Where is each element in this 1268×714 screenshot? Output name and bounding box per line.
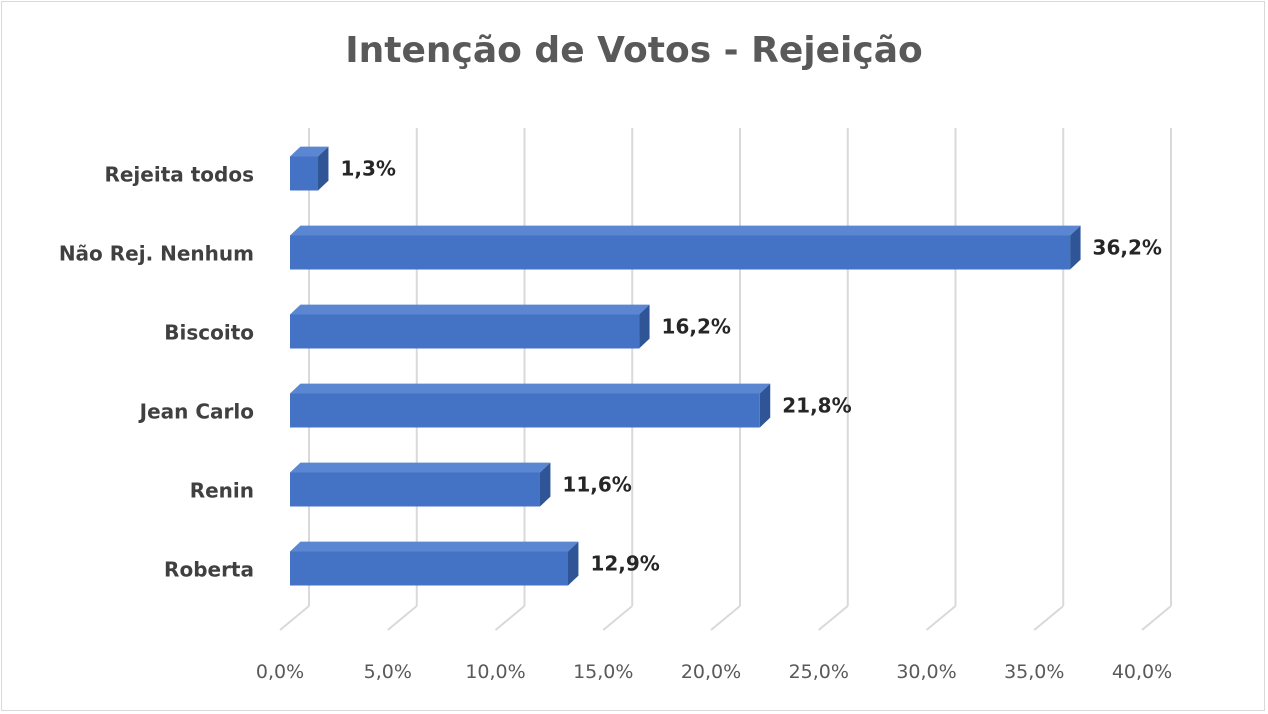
bar	[290, 472, 540, 507]
data-label: 21,8%	[782, 394, 851, 418]
x-tick-label: 20,0%	[681, 661, 741, 683]
data-label: 12,9%	[590, 552, 659, 576]
x-tick-label: 35,0%	[1004, 661, 1064, 683]
bar-top	[290, 462, 551, 473]
chart-title: Intenção de Votos - Rejeição	[345, 30, 923, 71]
category-label: Roberta	[164, 558, 254, 582]
bar-side	[539, 462, 551, 507]
x-tick-label: 15,0%	[573, 661, 633, 683]
bar	[290, 314, 640, 349]
data-label: 1,3%	[340, 157, 395, 181]
bar-side	[318, 146, 329, 191]
bar-top	[290, 541, 579, 552]
x-tick-label: 5,0%	[364, 661, 412, 683]
gridline-floor	[1033, 605, 1064, 631]
data-label: 11,6%	[562, 473, 631, 497]
gridline-floor	[387, 605, 418, 631]
x-tick-label: 0,0%	[256, 661, 304, 683]
bar	[290, 393, 760, 428]
gridline-floor	[818, 605, 849, 631]
category-label: Renin	[190, 479, 254, 503]
gridline-floor	[710, 605, 741, 631]
bar	[290, 156, 319, 191]
gridline-floor	[494, 605, 526, 631]
bar-side	[759, 383, 771, 428]
gridline-floor	[1141, 605, 1172, 631]
x-tick-label: 30,0%	[896, 661, 956, 683]
bar-side	[639, 304, 650, 349]
category-label: Biscoito	[164, 321, 254, 345]
bar-side	[567, 541, 579, 586]
bar-top	[290, 304, 650, 315]
gridline-floor	[279, 605, 310, 631]
bar	[290, 551, 568, 586]
x-tick-label: 10,0%	[465, 661, 525, 683]
x-tick-label: 25,0%	[789, 661, 849, 683]
bar	[290, 235, 1071, 270]
bar-top	[290, 383, 771, 394]
data-label: 16,2%	[662, 315, 731, 339]
bar-top	[290, 225, 1081, 236]
category-label: Jean Carlo	[138, 400, 254, 424]
gridline-floor	[602, 605, 633, 631]
category-label: Não Rej. Nenhum	[59, 242, 254, 266]
category-label: Rejeita todos	[104, 163, 254, 187]
bar-top	[290, 146, 329, 157]
gridline-floor	[925, 605, 957, 631]
data-label: 36,2%	[1093, 236, 1162, 260]
x-tick-label: 40,0%	[1112, 661, 1172, 683]
bar-side	[1070, 225, 1081, 270]
